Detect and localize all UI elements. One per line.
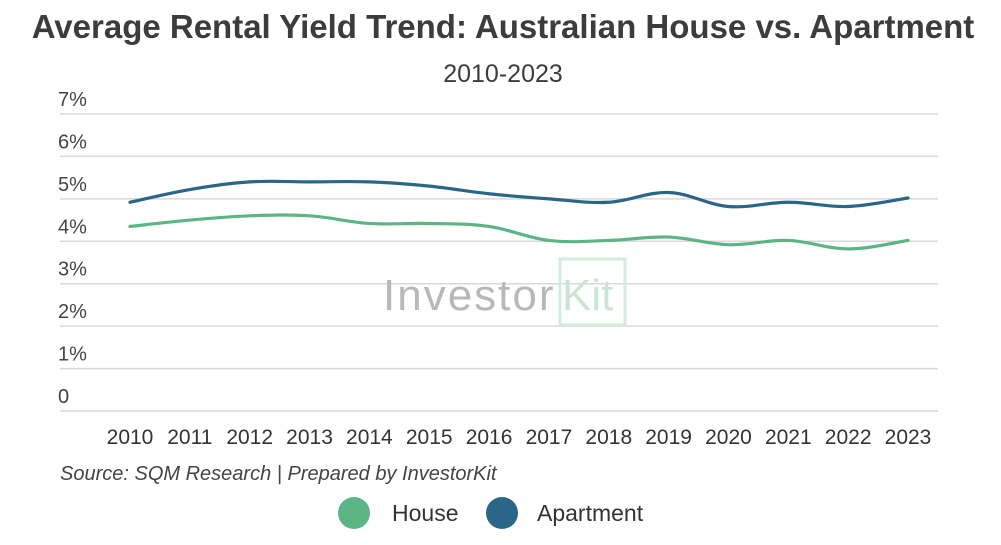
x-tick-label: 2018	[585, 426, 632, 449]
x-tick-label: 2014	[346, 426, 393, 449]
series-line-apartment	[128, 179, 910, 209]
legend-label-house: House	[392, 500, 458, 526]
x-tick-label: 2010	[107, 426, 154, 449]
x-tick-label: 2017	[526, 426, 573, 449]
watermark-accent: Kit	[562, 271, 613, 320]
grid-lines	[60, 113, 938, 412]
y-tick-label: 6%	[58, 131, 87, 153]
x-tick-label: 2013	[286, 426, 333, 449]
x-axis-ticks: 2010 2011 2012 2013 2014 2015 2016 2017 2018 2019…	[107, 426, 932, 449]
legend: House Apartment	[338, 497, 644, 529]
x-tick-label: 2022	[825, 426, 872, 449]
chart-title: Average Rental Yield Trend: Australian H…	[32, 8, 975, 45]
y-tick-label: 3%	[58, 259, 87, 281]
y-axis-ticks: 0 1% 2% 3% 4% 5% 6% 7%	[58, 89, 87, 408]
source-note: Source: SQM Research | Prepared by Inves…	[60, 463, 498, 485]
x-tick-label: 2019	[645, 426, 692, 449]
y-tick-label: 2%	[58, 301, 87, 323]
series-line-house	[128, 213, 910, 251]
x-tick-label: 2023	[885, 426, 932, 449]
legend-swatch-apartment	[486, 497, 518, 529]
y-tick-label: 0	[58, 386, 69, 408]
y-tick-label: 1%	[58, 344, 87, 366]
x-tick-label: 2012	[226, 426, 273, 449]
series-lines	[128, 179, 910, 251]
x-tick-label: 2020	[705, 426, 752, 449]
watermark-box	[558, 257, 627, 327]
legend-swatch-house	[338, 497, 370, 529]
x-tick-label: 2015	[406, 426, 453, 449]
legend-label-apartment: Apartment	[537, 500, 644, 526]
x-tick-label: 2021	[765, 426, 812, 449]
watermark-text: Investor	[383, 271, 556, 320]
x-tick-label: 2016	[466, 426, 513, 449]
chart-subtitle: 2010-2023	[443, 60, 563, 88]
y-tick-label: 5%	[58, 174, 87, 196]
x-tick-label: 2011	[167, 426, 212, 449]
y-tick-label: 7%	[58, 89, 87, 111]
y-tick-label: 4%	[58, 216, 87, 238]
watermark: Investor Kit	[383, 257, 627, 327]
